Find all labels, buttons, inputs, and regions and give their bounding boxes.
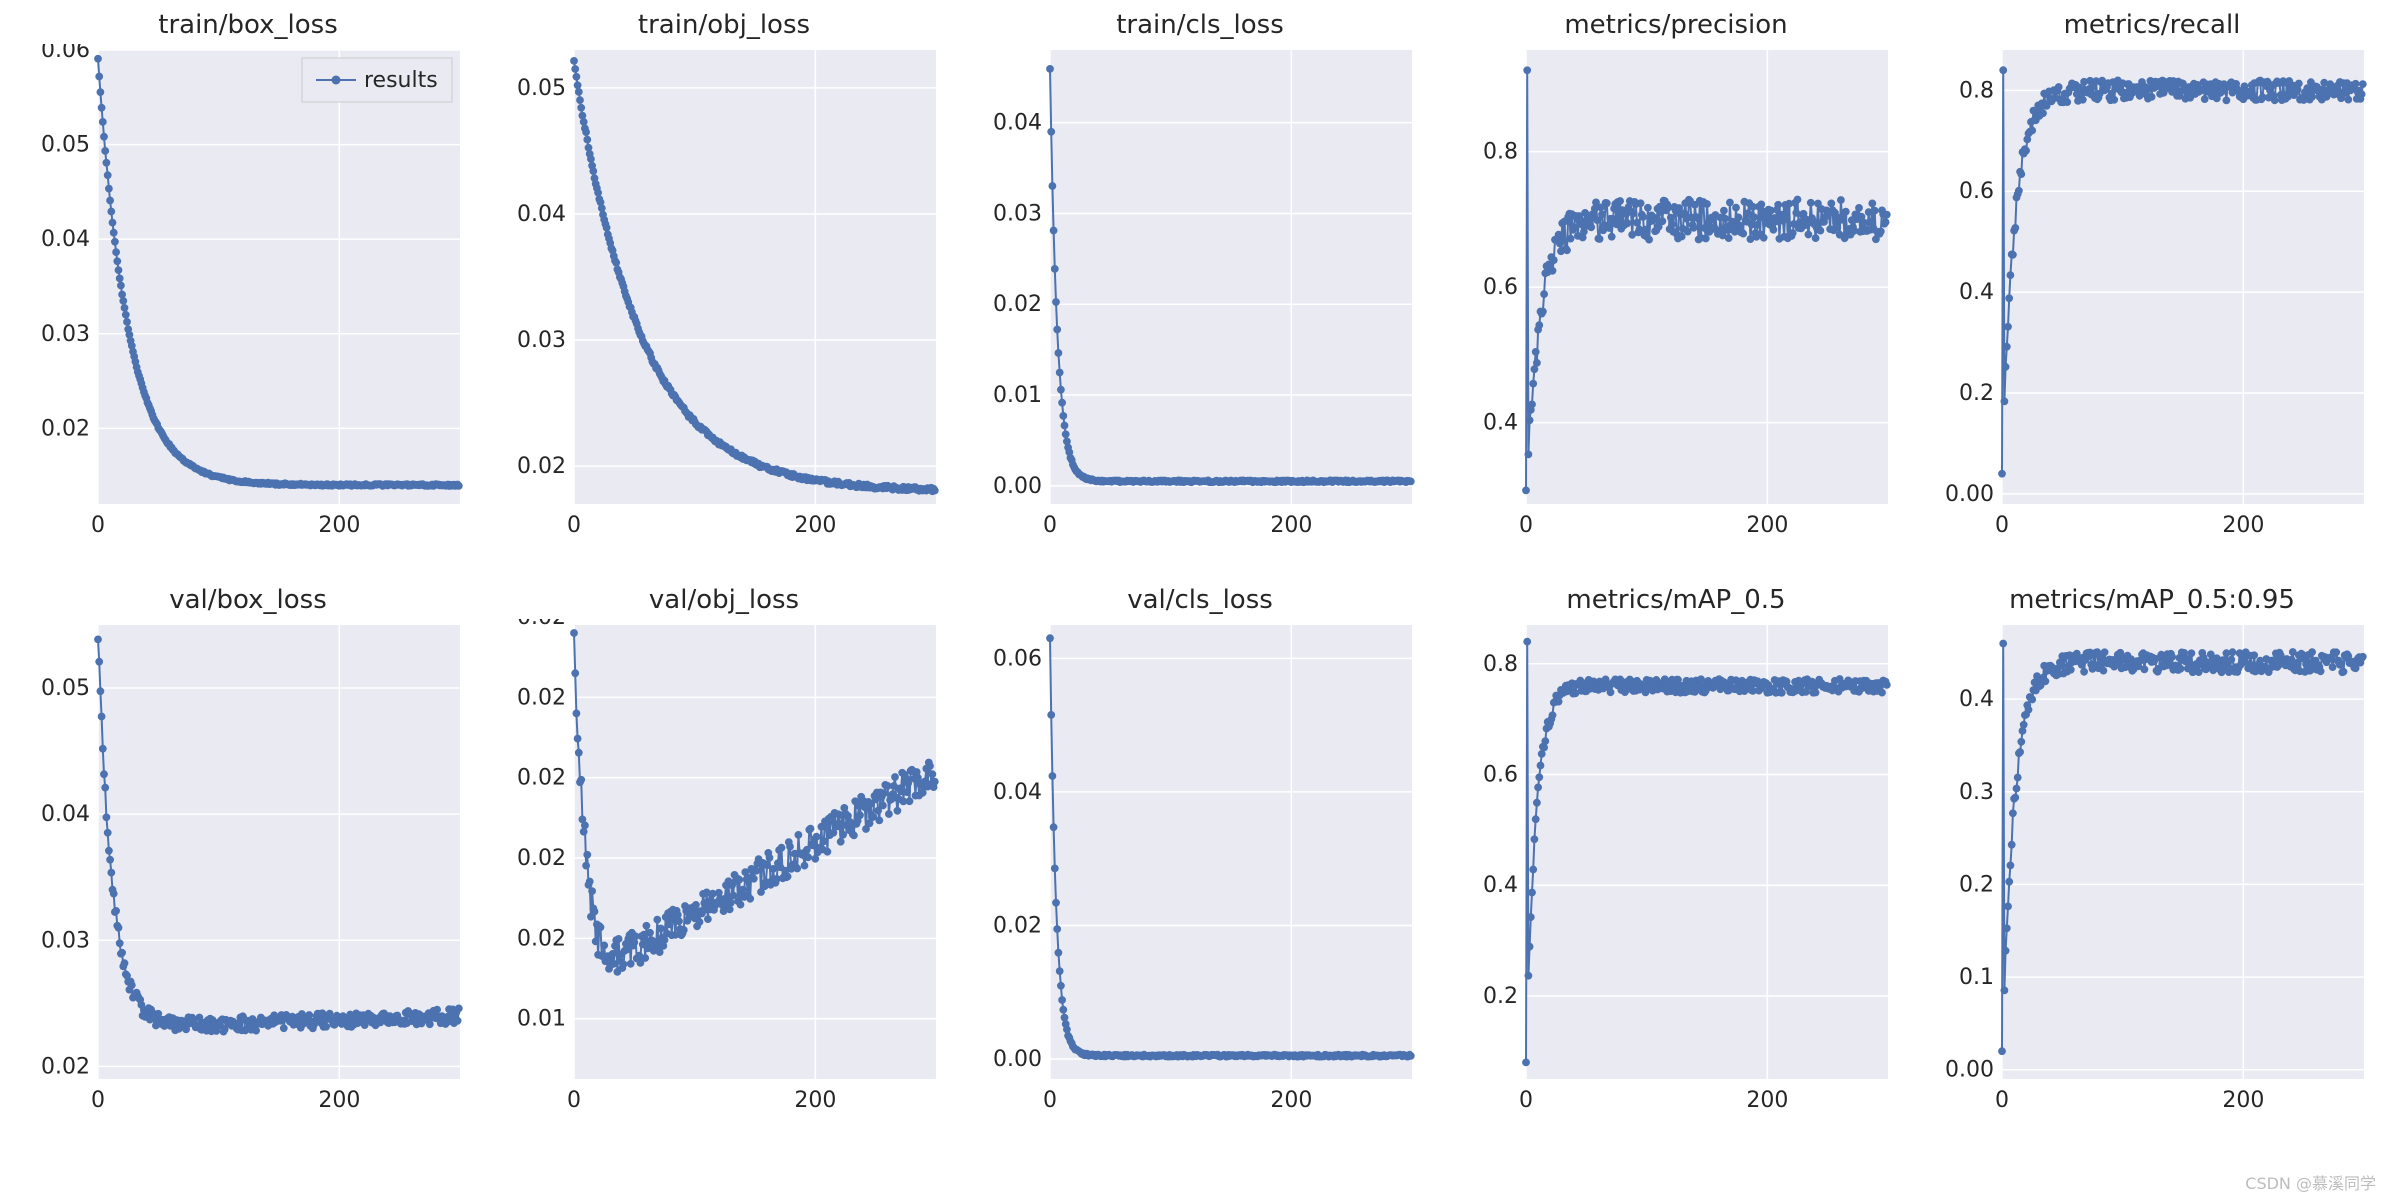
y-tick-label: 0.04 [41, 227, 90, 252]
y-tick-label: 0.02 [993, 913, 1042, 938]
y-tick-label: 0.05 [41, 676, 90, 701]
x-tick-label: 0 [1043, 1088, 1057, 1113]
y-tick-label: 0.03 [993, 201, 1042, 226]
chart-svg: 0.00 0.02 0.04 0.06 0 200 [972, 619, 1420, 1119]
chart-title: metrics/mAP_0.5:0.95 [1924, 585, 2380, 615]
y-tick-label: 0.6 [1959, 179, 1994, 204]
y-tick-label: 0.06 [41, 44, 90, 63]
y-tick-label: 0.00 [993, 474, 1042, 499]
chart-panel-val_obj_loss: val/obj_loss 0.01 0.02 0.02 0.02 0.02 0.02 0 200 [496, 585, 952, 1130]
y-tick-label: 0.02 [41, 1054, 90, 1079]
chart-grid: train/box_loss 0.02 0.03 0.04 0.05 0.06 0 200 re… [0, 0, 2400, 1160]
x-tick-label: 200 [1270, 513, 1312, 538]
x-tick-label: 0 [91, 513, 105, 538]
y-tick-label: 0.4 [1483, 873, 1518, 898]
x-tick-label: 200 [794, 513, 836, 538]
chart-panel-metrics_map5095: metrics/mAP_0.5:0.95 0.00 0.1 0.2 0.3 0.4 0 200 [1924, 585, 2380, 1130]
y-tick-label: 0.2 [1959, 872, 1994, 897]
chart-panel-train_obj_loss: train/obj_loss 0.02 0.03 0.04 0.05 0 200 [496, 10, 952, 555]
y-tick-label: 0.1 [1959, 965, 1994, 990]
y-tick-label: 0.02 [517, 846, 566, 871]
y-tick-label: 0.03 [517, 328, 566, 353]
y-tick-label: 0.02 [517, 766, 566, 791]
y-tick-label: 0.05 [41, 133, 90, 158]
x-tick-label: 0 [1519, 1088, 1533, 1113]
y-tick-label: 0.03 [41, 928, 90, 953]
chart-svg: 0.00 0.1 0.2 0.3 0.4 0 200 [1924, 619, 2372, 1119]
chart-panel-train_box_loss: train/box_loss 0.02 0.03 0.04 0.05 0.06 0 200 re… [20, 10, 476, 555]
y-tick-label: 0.4 [1483, 411, 1518, 436]
chart-panel-metrics_recall: metrics/recall 0.00 0.2 0.4 0.6 0.8 0 200 [1924, 10, 2380, 555]
chart-svg: 0.02 0.03 0.04 0.05 0 200 [20, 619, 468, 1119]
chart-svg: 0.00 0.2 0.4 0.6 0.8 0 200 [1924, 44, 2372, 544]
y-tick-label: 0.01 [993, 383, 1042, 408]
y-tick-label: 0.8 [1483, 652, 1518, 677]
chart-title: train/obj_loss [496, 10, 952, 40]
chart-title: val/obj_loss [496, 585, 952, 615]
y-tick-label: 0.02 [517, 926, 566, 951]
y-tick-label: 0.02 [993, 292, 1042, 317]
chart-svg: 0.02 0.03 0.04 0.05 0.06 0 200 results [20, 44, 468, 544]
x-tick-label: 200 [2222, 513, 2264, 538]
y-tick-label: 0.02 [517, 619, 566, 630]
legend-label: results [364, 68, 438, 93]
y-tick-label: 0.2 [1483, 984, 1518, 1009]
y-tick-label: 0.00 [1945, 482, 1994, 507]
y-tick-label: 0.04 [41, 802, 90, 827]
y-tick-label: 0.06 [993, 646, 1042, 671]
y-tick-label: 0.00 [993, 1047, 1042, 1072]
legend: results [302, 58, 452, 102]
chart-title: train/cls_loss [972, 10, 1428, 40]
y-tick-label: 0.04 [993, 780, 1042, 805]
chart-title: train/box_loss [20, 10, 476, 40]
chart-svg: 0.4 0.6 0.8 0 200 [1448, 44, 1896, 544]
x-tick-label: 0 [1043, 513, 1057, 538]
y-tick-label: 0.05 [517, 76, 566, 101]
x-tick-label: 0 [1995, 513, 2009, 538]
y-tick-label: 0.2 [1959, 381, 1994, 406]
y-tick-label: 0.02 [517, 685, 566, 710]
chart-panel-val_cls_loss: val/cls_loss 0.00 0.02 0.04 0.06 0 200 [972, 585, 1428, 1130]
y-tick-label: 0.00 [1945, 1058, 1994, 1083]
chart-title: metrics/mAP_0.5 [1448, 585, 1904, 615]
chart-title: val/cls_loss [972, 585, 1428, 615]
y-tick-label: 0.04 [993, 111, 1042, 136]
y-tick-label: 0.4 [1959, 280, 1994, 305]
chart-title: metrics/precision [1448, 10, 1904, 40]
x-tick-label: 200 [2222, 1088, 2264, 1113]
chart-panel-val_box_loss: val/box_loss 0.02 0.03 0.04 0.05 0 200 [20, 585, 476, 1130]
y-tick-label: 0.04 [517, 202, 566, 227]
chart-svg: 0.01 0.02 0.02 0.02 0.02 0.02 0 200 [496, 619, 944, 1119]
chart-svg: 0.02 0.03 0.04 0.05 0 200 [496, 44, 944, 544]
chart-panel-metrics_precision: metrics/precision 0.4 0.6 0.8 0 200 [1448, 10, 1904, 555]
x-tick-label: 0 [1519, 513, 1533, 538]
x-tick-label: 200 [1746, 1088, 1788, 1113]
x-tick-label: 200 [318, 1088, 360, 1113]
y-tick-label: 0.02 [41, 416, 90, 441]
chart-panel-train_cls_loss: train/cls_loss 0.00 0.01 0.02 0.03 0.04 0 200 [972, 10, 1428, 555]
y-tick-label: 0.6 [1483, 762, 1518, 787]
y-tick-label: 0.3 [1959, 780, 1994, 805]
y-tick-label: 0.8 [1959, 78, 1994, 103]
x-tick-label: 0 [567, 1088, 581, 1113]
chart-panel-metrics_map50: metrics/mAP_0.5 0.2 0.4 0.6 0.8 0 200 [1448, 585, 1904, 1130]
x-tick-label: 0 [91, 1088, 105, 1113]
y-tick-label: 0.01 [517, 1007, 566, 1032]
y-tick-label: 0.8 [1483, 140, 1518, 165]
chart-title: metrics/recall [1924, 10, 2380, 40]
x-tick-label: 200 [1746, 513, 1788, 538]
chart-svg: 0.00 0.01 0.02 0.03 0.04 0 200 [972, 44, 1420, 544]
watermark-text: CSDN @慕溪同学 [2245, 1170, 2376, 1194]
y-tick-label: 0.02 [517, 454, 566, 479]
y-tick-label: 0.03 [41, 322, 90, 347]
x-tick-label: 200 [794, 1088, 836, 1113]
chart-title: val/box_loss [20, 585, 476, 615]
y-tick-label: 0.4 [1959, 687, 1994, 712]
chart-svg: 0.2 0.4 0.6 0.8 0 200 [1448, 619, 1896, 1119]
x-tick-label: 200 [1270, 1088, 1312, 1113]
x-tick-label: 0 [567, 513, 581, 538]
x-tick-label: 200 [318, 513, 360, 538]
y-tick-label: 0.6 [1483, 275, 1518, 300]
x-tick-label: 0 [1995, 1088, 2009, 1113]
